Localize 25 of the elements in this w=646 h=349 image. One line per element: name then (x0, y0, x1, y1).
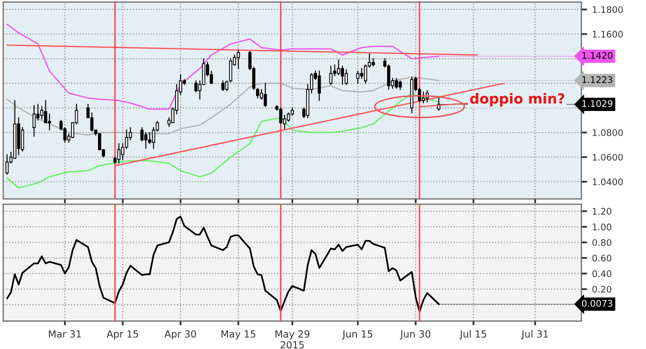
data-label: 0.0073 (582, 300, 612, 307)
x-tick-label: Jun 30 (400, 330, 430, 340)
y-tick-label: 1.1800 (592, 6, 623, 14)
data-label: 1.1223 (582, 76, 612, 84)
annotation: doppio min? (470, 93, 564, 106)
x-tick-label: Jun 15 (342, 330, 372, 340)
x-tick-label: Jul 15 (459, 330, 486, 340)
x-tick-label: May 15 (222, 330, 256, 340)
y-tick-label: 1.0600 (592, 154, 623, 161)
y-tick-label: 0.20 (592, 286, 612, 293)
y-tick-label: 0.40 (592, 270, 612, 278)
x-tick-label: Apr 15 (106, 330, 138, 340)
x-tick-label: Jul 31 (521, 330, 548, 340)
x-tick-label: Mar 31 (48, 330, 81, 338)
y-tick-label: 0.60 (592, 254, 612, 262)
y-tick-label: 1.00 (592, 224, 612, 230)
y-tick-label: 1.20 (592, 208, 612, 215)
y-tick-label: 0.80 (592, 239, 612, 246)
x-tick-label: May 29 2015 (275, 330, 310, 349)
text: 1.1029 (582, 100, 612, 107)
y-tick-label: 1.1600 (592, 30, 623, 38)
y-tick-label: 1.0400 (592, 178, 623, 186)
y-tick-label: 1.0800 (592, 129, 623, 136)
x-tick-label: Apr 30 (164, 330, 196, 340)
data-label: 1.1420 (582, 52, 612, 59)
